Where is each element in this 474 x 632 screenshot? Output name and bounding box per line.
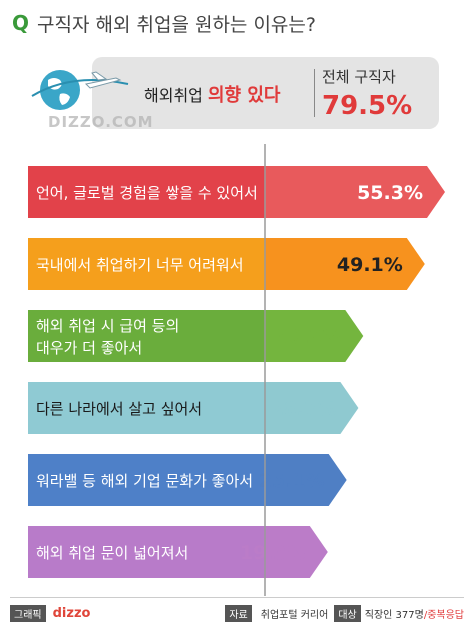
- banner-divider: [314, 69, 315, 117]
- globe-plane-icon: [31, 70, 129, 110]
- bar: [265, 454, 347, 506]
- footer-divider: [10, 597, 464, 598]
- brand-logo: dizzo: [52, 605, 91, 621]
- banner-intent-accent: 의향 있다: [207, 85, 281, 106]
- question-title: Q 구직자 해외 취업을 원하는 이유는?: [12, 8, 316, 38]
- bar: [265, 166, 445, 218]
- footer: 그래픽 dizzo 자료 취업포털 커리어 대상 직장인 377명/중복응답: [10, 601, 464, 625]
- target-tag: 대상: [334, 604, 361, 622]
- bar: [265, 382, 359, 434]
- category-panel: [28, 310, 265, 362]
- question-letter: Q: [12, 11, 30, 35]
- watermark: DIZZO.COM: [48, 113, 154, 131]
- banner-total-value: 79.5%: [322, 91, 413, 121]
- category-panel: [28, 238, 265, 290]
- banner-intent-prefix: 해외취업: [144, 86, 208, 105]
- category-label: 국내에서 취업하기 너무 어려워서: [36, 256, 244, 274]
- data-label: 25.1%: [259, 470, 325, 492]
- category-label: 워라밸 등 해외 기업 문화가 좋아서: [36, 472, 253, 490]
- category-panel: [28, 166, 265, 218]
- category-panel: [28, 526, 265, 578]
- category-label: 다른 나라에서 살고 싶어서: [36, 400, 202, 418]
- summary-banner: 해외취업 의향 있다 전체 구직자 79.5%: [92, 57, 439, 129]
- data-label: 55.3%: [357, 182, 423, 204]
- bar: [265, 238, 425, 290]
- data-label: 19.3%: [240, 542, 306, 564]
- data-label: 28.7%: [270, 398, 336, 420]
- bar-chart: 언어, 글로벌 경험을 쌓을 수 있어서 55.3% 국내에서 취업하기 너무 어려…: [28, 144, 445, 596]
- category-panel: [28, 454, 265, 506]
- target-text: 직장인 377명: [364, 609, 424, 621]
- question-text: 구직자 해외 취업을 원하는 이유는?: [37, 13, 316, 36]
- bar: [265, 526, 328, 578]
- banner-total-label: 전체 구직자: [322, 68, 396, 86]
- source-tag: 자료: [225, 604, 252, 622]
- category-label: 대우가 더 좋아서: [36, 339, 142, 357]
- category-label: 해외 취업 시 급여 등의: [36, 317, 179, 335]
- source-text: 취업포털 커리어: [260, 609, 329, 621]
- category-panel: [28, 382, 265, 434]
- category-label: 언어, 글로벌 경험을 쌓을 수 있어서: [36, 184, 258, 202]
- data-label: 30.2%: [275, 326, 341, 348]
- bar: [265, 310, 364, 362]
- graphic-tag: 그래픽: [10, 604, 46, 622]
- category-label: 해외 취업 문이 넓어져서: [36, 544, 188, 562]
- data-label: 49.1%: [337, 254, 403, 276]
- footer-note: /중복응답: [423, 609, 464, 621]
- banner-intent: 해외취업 의향 있다: [144, 81, 280, 107]
